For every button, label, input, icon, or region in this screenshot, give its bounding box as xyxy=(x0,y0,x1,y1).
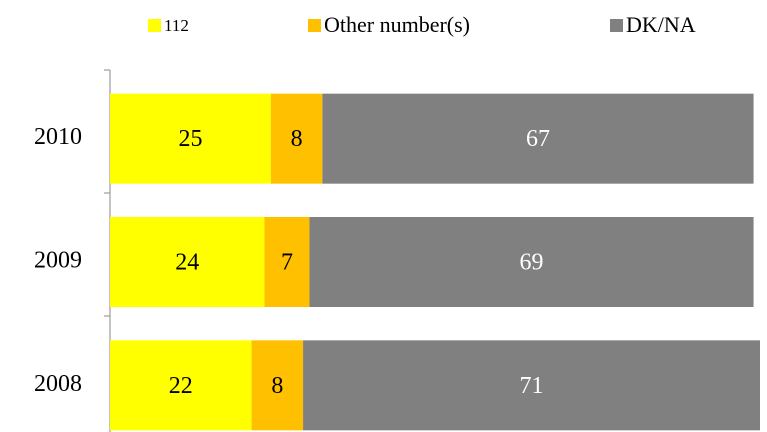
bar-segment xyxy=(110,93,271,184)
bar-segment xyxy=(322,93,754,184)
data-label: 22 xyxy=(169,373,193,399)
data-label: 8 xyxy=(271,373,283,399)
y-tick-label: 2009 xyxy=(34,248,82,274)
legend-swatch xyxy=(610,19,623,32)
y-tick-label: 2008 xyxy=(34,371,82,397)
bar-segment xyxy=(309,217,754,307)
data-label: 67 xyxy=(526,126,550,152)
data-label: 71 xyxy=(520,373,544,399)
legend-swatch xyxy=(308,19,321,32)
data-label: 8 xyxy=(291,126,303,152)
bar-segment xyxy=(251,340,304,431)
legend-label: 112 xyxy=(164,16,189,35)
bar-segment xyxy=(303,340,760,431)
bar-segment xyxy=(270,93,323,184)
y-tick-label: 2010 xyxy=(34,124,82,150)
bar-segment xyxy=(110,340,252,431)
legend-swatch xyxy=(148,19,161,32)
data-label: 24 xyxy=(175,250,199,276)
legend-label: DK/NA xyxy=(626,12,696,37)
legend-label: Other number(s) xyxy=(324,12,470,37)
bar-segment xyxy=(110,217,265,307)
bar-segment xyxy=(264,217,310,307)
data-label: 25 xyxy=(178,126,202,152)
data-label: 7 xyxy=(281,250,293,276)
data-label: 69 xyxy=(520,250,544,276)
